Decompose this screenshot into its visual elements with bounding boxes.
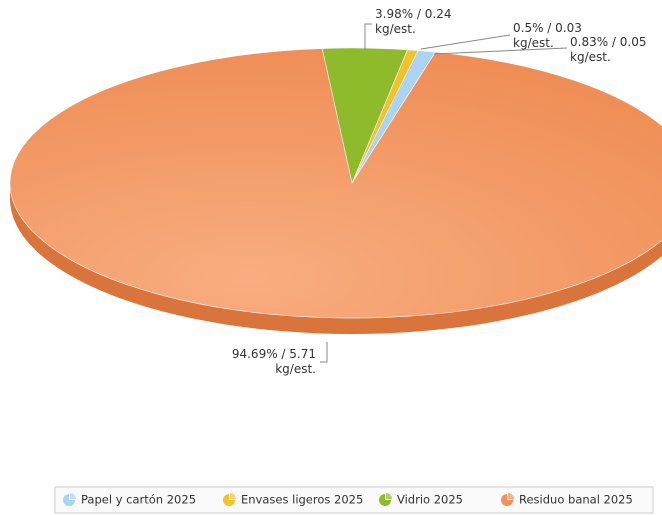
- legend-icon-wedge: [70, 493, 76, 499]
- pie-slice: [9, 48, 662, 319]
- legend-icon-wedge: [508, 493, 514, 499]
- legend-icon: [63, 494, 75, 506]
- legend-icon: [501, 494, 513, 506]
- legend-icon: [379, 494, 391, 506]
- legend-item: Envases ligeros 2025: [223, 493, 363, 507]
- data-label: 0.83% / 0.05 kg/est.: [570, 35, 647, 64]
- legend-item: Papel y cartón 2025: [63, 493, 196, 507]
- legend-box: [54, 486, 654, 514]
- legend-icon-wedge: [386, 493, 392, 499]
- pie: [9, 47, 662, 334]
- legend-item: Residuo banal 2025: [501, 493, 633, 507]
- leader-line: [420, 34, 511, 50]
- leader-line: [320, 342, 328, 363]
- leader-line: [433, 47, 568, 55]
- data-label: 94.69% / 5.71 kg/est.: [232, 347, 316, 376]
- data-labels: 0.83% / 0.05 kg/est.0.5% / 0.03 kg/est. 3.9…: [232, 7, 647, 376]
- legend-label: Vidrio 2025: [397, 493, 463, 507]
- data-label: 0.5% / 0.03 kg/est.: [513, 21, 582, 50]
- legend-item: Vidrio 2025: [379, 493, 463, 507]
- leader-line: [364, 23, 372, 50]
- legend-icon: [223, 494, 235, 506]
- legend-label: Envases ligeros 2025: [241, 493, 363, 507]
- legend: Papel y cartón 2025 Envases ligeros 2025 V…: [63, 493, 633, 507]
- legend-label: Residuo banal 2025: [519, 493, 633, 507]
- legend-label: Papel y cartón 2025: [81, 493, 196, 507]
- legend-icon-wedge: [230, 493, 236, 499]
- data-label: 3.98% / 0.24 kg/est.: [375, 7, 452, 36]
